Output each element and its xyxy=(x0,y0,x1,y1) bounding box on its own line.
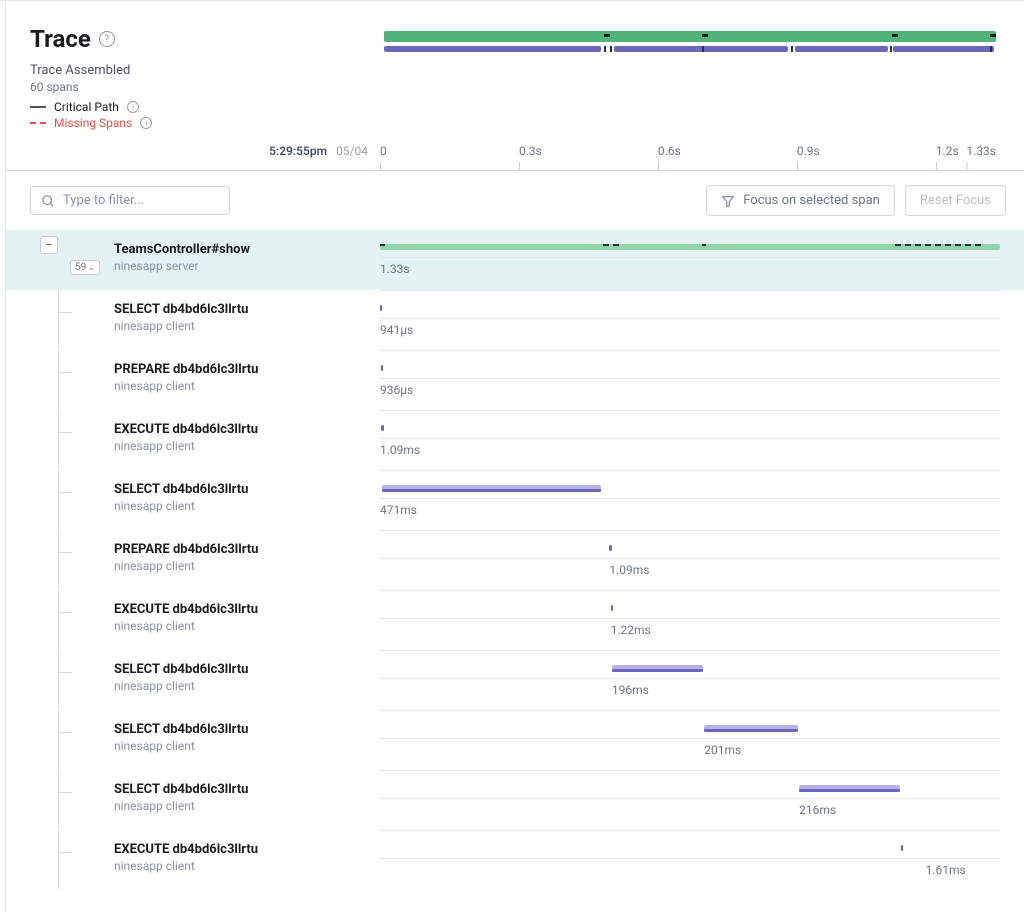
axis-tick: 1.33s xyxy=(966,144,996,158)
span-row[interactable]: SELECT db4bd6lc3llrtu ninesapp client 19… xyxy=(6,650,1024,710)
span-bar[interactable] xyxy=(380,485,1000,499)
span-duration: 1.09ms xyxy=(609,563,1000,577)
axis-tick: 0.9s xyxy=(797,144,820,158)
funnel-icon xyxy=(721,194,735,208)
missing-spans-swatch xyxy=(30,122,46,124)
span-bar[interactable] xyxy=(380,725,1000,739)
tree-branch xyxy=(58,830,78,889)
span-service: ninesapp client xyxy=(114,859,368,873)
span-bar[interactable] xyxy=(380,605,1000,619)
axis-tick: 1.2s xyxy=(936,144,959,158)
span-duration: 936µs xyxy=(380,383,1000,397)
span-duration: 216ms xyxy=(799,803,1000,817)
axis-tick: 0 xyxy=(380,144,387,158)
span-name: PREPARE db4bd6lc3llrtu xyxy=(114,362,368,377)
minimap[interactable] xyxy=(384,31,996,59)
focus-button[interactable]: Focus on selected span xyxy=(706,185,895,216)
span-name: SELECT db4bd6lc3llrtu xyxy=(114,482,368,497)
children-count-badge[interactable]: 59 ⌄ xyxy=(70,260,100,275)
tree-branch xyxy=(58,470,78,529)
span-row[interactable]: EXECUTE db4bd6lc3llrtu ninesapp client 1… xyxy=(6,830,1024,890)
tree-branch xyxy=(58,710,78,769)
span-duration: 1.61ms xyxy=(926,863,1000,877)
search-icon xyxy=(41,194,55,208)
span-bar[interactable] xyxy=(380,244,1000,258)
timestamp-time: 5:29:55pm xyxy=(269,144,327,158)
time-axis: 0 0.3s 0.6s 0.9s 1.2s 1.33s xyxy=(380,144,996,170)
filter-input[interactable]: Type to filter... xyxy=(30,186,230,215)
span-row[interactable]: SELECT db4bd6lc3llrtu ninesapp client 21… xyxy=(6,770,1024,830)
legend: Critical Path i Missing Spans i xyxy=(30,100,380,130)
span-duration: 201ms xyxy=(704,743,1000,757)
span-service: ninesapp client xyxy=(114,499,368,513)
collapse-button[interactable]: − xyxy=(40,236,58,254)
span-bar[interactable] xyxy=(380,545,1000,559)
span-name: SELECT db4bd6lc3llrtu xyxy=(114,662,368,677)
span-row[interactable]: EXECUTE db4bd6lc3llrtu ninesapp client 1… xyxy=(6,410,1024,470)
span-name: EXECUTE db4bd6lc3llrtu xyxy=(114,602,368,617)
span-name: SELECT db4bd6lc3llrtu xyxy=(114,722,368,737)
tree-branch xyxy=(58,290,78,349)
axis-tick: 0.6s xyxy=(658,144,681,158)
span-duration: 1.33s xyxy=(380,262,1000,276)
span-name: TeamsController#show xyxy=(114,242,368,257)
span-service: ninesapp client xyxy=(114,799,368,813)
tree-branch xyxy=(58,350,78,409)
span-duration: 1.22ms xyxy=(611,623,1000,637)
page-title: Trace xyxy=(30,25,91,53)
span-name: SELECT db4bd6lc3llrtu xyxy=(114,782,368,797)
span-bar[interactable] xyxy=(380,665,1000,679)
tree-branch xyxy=(58,410,78,469)
span-service: ninesapp client xyxy=(114,559,368,573)
span-service: ninesapp client xyxy=(114,439,368,453)
span-row[interactable]: SELECT db4bd6lc3llrtu ninesapp client 94… xyxy=(6,290,1024,350)
span-bar[interactable] xyxy=(380,305,1000,319)
critical-path-label: Critical Path xyxy=(54,100,119,114)
tree-branch xyxy=(58,530,78,589)
span-service: ninesapp client xyxy=(114,319,368,333)
span-service: ninesapp client xyxy=(114,739,368,753)
span-service: ninesapp client xyxy=(114,379,368,393)
trace-status: Trace Assembled xyxy=(30,63,380,78)
span-row[interactable]: EXECUTE db4bd6lc3llrtu ninesapp client 1… xyxy=(6,590,1024,650)
info-icon[interactable]: i xyxy=(140,117,152,129)
span-name: SELECT db4bd6lc3llrtu xyxy=(114,302,368,317)
span-bar[interactable] xyxy=(380,425,1000,439)
span-duration: 196ms xyxy=(612,683,1000,697)
span-name: EXECUTE db4bd6lc3llrtu xyxy=(114,842,368,857)
trace-header: Trace ? Trace Assembled 60 spans Critica… xyxy=(30,25,380,130)
span-service: ninesapp client xyxy=(114,619,368,633)
span-duration: 941µs xyxy=(380,323,1000,337)
span-row[interactable]: SELECT db4bd6lc3llrtu ninesapp client 47… xyxy=(6,470,1024,530)
span-service: ninesapp client xyxy=(114,679,368,693)
span-name: PREPARE db4bd6lc3llrtu xyxy=(114,542,368,557)
tree-branch xyxy=(58,590,78,649)
span-name: EXECUTE db4bd6lc3llrtu xyxy=(114,422,368,437)
span-row[interactable]: PREPARE db4bd6lc3llrtu ninesapp client 1… xyxy=(6,530,1024,590)
timestamp-date: 05/04 xyxy=(336,144,368,158)
critical-path-swatch xyxy=(30,106,46,108)
info-icon[interactable]: i xyxy=(127,101,139,113)
axis-timestamp: 5:29:55pm 05/04 xyxy=(30,144,380,170)
span-row[interactable]: SELECT db4bd6lc3llrtu ninesapp client 20… xyxy=(6,710,1024,770)
span-duration: 471ms xyxy=(380,503,1000,517)
span-bar[interactable] xyxy=(380,845,1000,859)
span-bar[interactable] xyxy=(380,785,1000,799)
span-duration: 1.09ms xyxy=(380,443,1000,457)
span-row-root[interactable]: − 59 ⌄ TeamsController#show ninesapp ser… xyxy=(6,230,1024,290)
reset-label: Reset Focus xyxy=(920,193,991,208)
help-icon[interactable]: ? xyxy=(99,31,115,47)
span-service: ninesapp server xyxy=(114,259,368,273)
focus-label: Focus on selected span xyxy=(743,193,880,208)
spans-count: 60 spans xyxy=(30,80,380,94)
tree-branch xyxy=(58,770,78,829)
span-row[interactable]: PREPARE db4bd6lc3llrtu ninesapp client 9… xyxy=(6,350,1024,410)
reset-focus-button[interactable]: Reset Focus xyxy=(905,185,1006,216)
span-bar[interactable] xyxy=(380,365,1000,379)
axis-tick: 0.3s xyxy=(519,144,542,158)
filter-placeholder: Type to filter... xyxy=(63,193,144,208)
missing-spans-label: Missing Spans xyxy=(54,116,132,130)
tree-branch xyxy=(58,650,78,709)
